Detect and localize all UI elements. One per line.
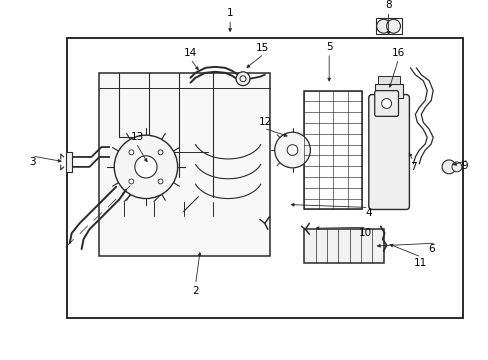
Text: 12: 12 bbox=[258, 117, 271, 127]
Circle shape bbox=[135, 156, 157, 178]
Bar bbox=[304, 229, 383, 263]
Text: 4: 4 bbox=[365, 208, 371, 219]
Text: 3: 3 bbox=[29, 157, 35, 167]
Bar bbox=[374, 84, 403, 98]
Circle shape bbox=[114, 135, 177, 199]
Text: 15: 15 bbox=[255, 43, 268, 53]
Bar bbox=[66, 38, 462, 318]
Bar bbox=[65, 152, 72, 172]
Text: 5: 5 bbox=[325, 42, 332, 52]
Circle shape bbox=[274, 132, 310, 168]
Bar bbox=[377, 76, 400, 84]
Text: 9: 9 bbox=[460, 161, 467, 171]
Text: 16: 16 bbox=[391, 48, 404, 58]
Circle shape bbox=[381, 99, 391, 108]
Circle shape bbox=[386, 19, 400, 33]
Text: 13: 13 bbox=[130, 132, 143, 142]
Circle shape bbox=[129, 179, 134, 184]
Circle shape bbox=[158, 179, 163, 184]
Text: 8: 8 bbox=[385, 0, 391, 10]
FancyBboxPatch shape bbox=[374, 91, 398, 116]
Circle shape bbox=[441, 160, 455, 174]
Text: 11: 11 bbox=[412, 258, 426, 268]
Text: 1: 1 bbox=[226, 8, 233, 18]
Text: 10: 10 bbox=[358, 228, 371, 238]
Bar bbox=[99, 73, 269, 256]
Bar bbox=[375, 18, 402, 34]
Circle shape bbox=[451, 162, 461, 172]
Circle shape bbox=[129, 150, 134, 155]
Text: 6: 6 bbox=[427, 244, 434, 254]
Circle shape bbox=[240, 76, 245, 82]
Bar bbox=[304, 91, 361, 210]
Circle shape bbox=[286, 145, 297, 156]
Circle shape bbox=[158, 150, 163, 155]
Circle shape bbox=[376, 19, 390, 33]
Text: 7: 7 bbox=[409, 162, 416, 172]
Text: 14: 14 bbox=[183, 48, 197, 58]
Text: 2: 2 bbox=[192, 286, 199, 296]
Circle shape bbox=[236, 72, 249, 86]
FancyBboxPatch shape bbox=[368, 95, 408, 210]
